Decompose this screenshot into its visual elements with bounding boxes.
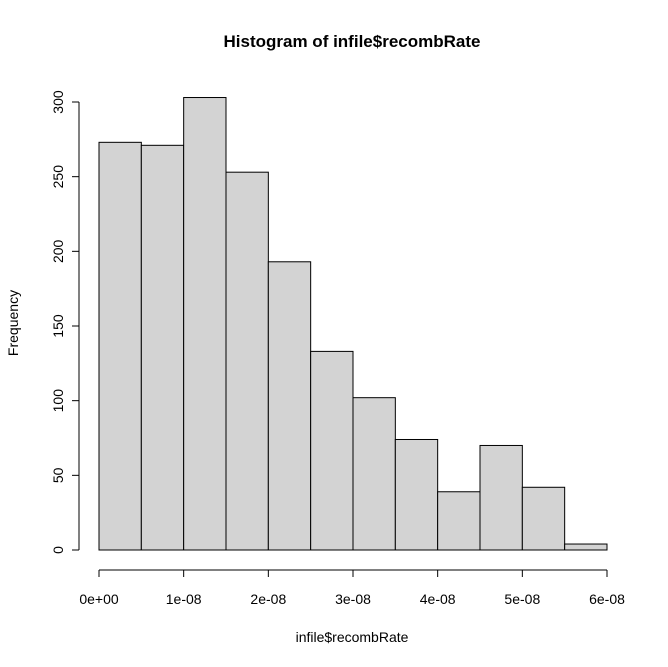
x-axis: 0e+00 1e-08 2e-08 3e-08 4e-08 5e-08 6e-08 <box>79 569 625 607</box>
y-axis-label: Frequency <box>5 290 21 356</box>
x-tick-label: 5e-08 <box>504 591 540 607</box>
histogram-bar <box>479 444 523 551</box>
histogram-bar <box>564 543 608 551</box>
x-tick-label: 2e-08 <box>250 591 286 607</box>
y-tick-label: 300 <box>50 90 66 114</box>
y-tick-label: 200 <box>50 239 66 263</box>
histogram-bar <box>310 350 354 551</box>
x-tick-label: 3e-08 <box>335 591 371 607</box>
chart-title: Histogram of infile$recombRate <box>224 32 481 51</box>
y-tick-label: 0 <box>50 546 66 554</box>
y-tick-label: 250 <box>50 165 66 189</box>
x-tick-label: 4e-08 <box>420 591 456 607</box>
histogram-bar <box>394 438 439 551</box>
histogram-bar <box>225 171 269 551</box>
y-axis: 0 50 100 150 200 250 300 <box>50 90 80 554</box>
x-tick-label: 0e+00 <box>79 591 119 607</box>
histogram-bar <box>267 261 312 551</box>
y-tick-label: 50 <box>50 467 66 483</box>
x-tick-label: 6e-08 <box>589 591 625 607</box>
histogram-bar <box>98 141 142 551</box>
histogram-bar <box>437 491 481 551</box>
bars-group <box>98 97 608 551</box>
y-tick-label: 150 <box>50 314 66 338</box>
y-tick-label: 100 <box>50 389 66 413</box>
histogram-bar <box>140 144 185 551</box>
histogram-bar <box>352 397 396 551</box>
x-axis-label: infile$recombRate <box>296 629 409 645</box>
histogram-bar <box>521 486 566 551</box>
histogram-bar <box>183 97 227 551</box>
x-tick-label: 1e-08 <box>166 591 202 607</box>
